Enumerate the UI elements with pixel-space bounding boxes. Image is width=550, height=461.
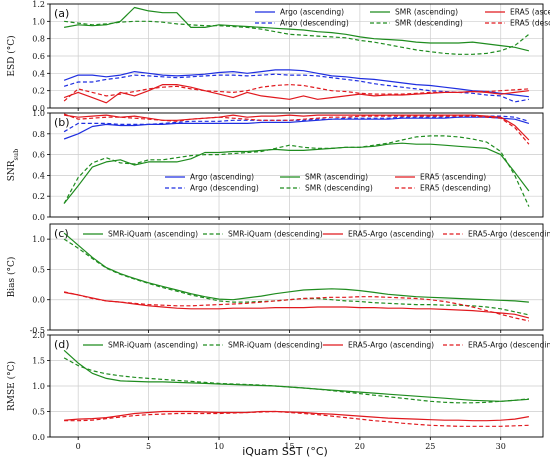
legend-entry: SMR (ascending) <box>395 8 458 17</box>
y-tick-label: 0.6 <box>32 52 45 61</box>
y-tick-label: 0.4 <box>32 171 45 180</box>
legend-entry: SMR-iQuam (ascending) <box>108 341 198 350</box>
x-tick-label: 30 <box>496 442 506 451</box>
y-axis-label: SNRsub <box>7 149 20 182</box>
x-tick-label: 15 <box>284 442 294 451</box>
legend-entry: Argo (descending) <box>190 184 259 193</box>
legend-entry: SMR (ascending) <box>305 173 368 182</box>
panel-label: (c) <box>54 227 69 240</box>
series-line-1-4 <box>64 114 530 141</box>
y-tick-label: 0.2 <box>32 192 45 201</box>
legend: SMR-iQuam (ascending) SMR-iQuam (descendi… <box>83 341 550 350</box>
panel-label: (d) <box>54 338 70 351</box>
panel-0: 0.0 0.2 0.4 0.6 0.8 1.0 1.2 ESD (°C) (a) Argo (as… <box>6 0 550 113</box>
panels: 0.0 0.2 0.4 0.6 0.8 1.0 1.2 ESD (°C) (a) Argo (as… <box>6 0 550 451</box>
x-tick-label: 25 <box>425 442 435 451</box>
plot-frame <box>49 112 544 218</box>
legend-entry: SMR-iQuam (descending) <box>228 341 323 350</box>
y-tick-label: 0.0 <box>32 433 45 442</box>
panel-3: 0.0 0.5 1.0 1.5 2.0 0 5 10 15 20 25 30 RMSE (°C) (d) S… <box>6 331 550 451</box>
y-tick-label: 1.5 <box>32 357 45 366</box>
legend-entry: ERA5 (descending) <box>510 19 550 28</box>
plot-frame <box>49 223 544 331</box>
series-line-0-0 <box>63 69 529 98</box>
legend: Argo (ascending) Argo (descending) SMR (as… <box>165 173 491 193</box>
y-tick-label: 1.0 <box>32 235 45 244</box>
series-line-2-3 <box>63 291 530 322</box>
series-line-0-4 <box>63 83 529 104</box>
legend-entry: ERA5-Argo (ascending) <box>348 230 434 239</box>
legend: Argo (ascending) Argo (descending) SMR (as… <box>255 8 550 28</box>
x-tick-label: 20 <box>355 442 365 451</box>
x-tick-label: 5 <box>146 442 151 451</box>
y-tick-label: 1.2 <box>32 0 45 9</box>
legend-entry: Argo (ascending) <box>280 8 344 17</box>
y-axis-label: ESD (°C) <box>6 35 17 76</box>
x-tick-label: 10 <box>214 442 224 451</box>
series-line-1-5 <box>63 113 530 145</box>
series-line-3-0 <box>63 349 529 402</box>
y-tick-label: -0.5 <box>30 326 45 335</box>
series-line-2-2 <box>63 291 530 319</box>
y-tick-label: 0.0 <box>32 213 45 222</box>
legend-entry: ERA5-Argo (descending) <box>468 341 550 350</box>
legend-entry: SMR (descending) <box>305 184 373 193</box>
x-axis-label: iQuam SST (°C) <box>242 445 328 458</box>
y-tick-label: 1.0 <box>32 382 45 391</box>
series-line-3-2 <box>64 410 530 422</box>
legend-entry: SMR (descending) <box>395 19 463 28</box>
legend-entry: SMR-iQuam (ascending) <box>108 230 198 239</box>
y-tick-label: 0.0 <box>32 296 45 305</box>
legend-entry: Argo (ascending) <box>190 173 254 182</box>
series-line-1-3 <box>63 135 530 207</box>
y-tick-label: 0.8 <box>32 35 45 44</box>
legend-entry: ERA5 (ascending) <box>510 8 550 17</box>
y-tick-label: 1.0 <box>32 109 45 118</box>
y-axis-label: RMSE (°C) <box>6 361 17 411</box>
series-line-1-2 <box>63 142 530 204</box>
series-line-1-1 <box>63 115 530 133</box>
panel-1: 0.0 0.2 0.4 0.6 0.8 1.0 SNRsub (b) Argo (ascendi… <box>7 109 544 222</box>
y-tick-label: 0.6 <box>32 151 45 160</box>
legend-entry: ERA5 (descending) <box>420 184 491 193</box>
y-tick-label: 0.5 <box>32 265 45 274</box>
y-tick-label: 0.4 <box>32 69 45 78</box>
series-line-0-1 <box>63 73 530 103</box>
series-line-2-0 <box>63 232 529 303</box>
y-tick-label: 2.0 <box>32 331 45 340</box>
legend: SMR-iQuam (ascending) SMR-iQuam (descendi… <box>83 230 550 239</box>
legend-entry: Argo (descending) <box>280 19 349 28</box>
y-tick-label: 0.5 <box>32 408 45 417</box>
series-line-0-2 <box>63 6 530 52</box>
legend-entry: ERA5-Argo (descending) <box>468 230 550 239</box>
series-line-3-1 <box>63 357 529 404</box>
y-tick-label: 1.0 <box>32 17 45 26</box>
x-tick-label: 0 <box>76 442 81 451</box>
panel-label: (b) <box>54 116 70 129</box>
y-axis-label-subscript: sub <box>12 149 20 161</box>
y-tick-label: 0.2 <box>32 87 45 96</box>
panel-2: -0.5 0.0 0.5 1.0 Bias (°C) (c) SMR-iQuam (asce… <box>6 223 550 335</box>
y-axis-label: Bias (°C) <box>6 257 17 298</box>
legend-entry: SMR-iQuam (descending) <box>228 230 323 239</box>
panel-label: (a) <box>54 7 69 20</box>
y-tick-label: 0.0 <box>32 104 45 113</box>
y-tick-label: 0.8 <box>32 130 45 139</box>
legend-entry: ERA5-Argo (ascending) <box>348 341 434 350</box>
legend-entry: ERA5 (ascending) <box>420 173 486 182</box>
